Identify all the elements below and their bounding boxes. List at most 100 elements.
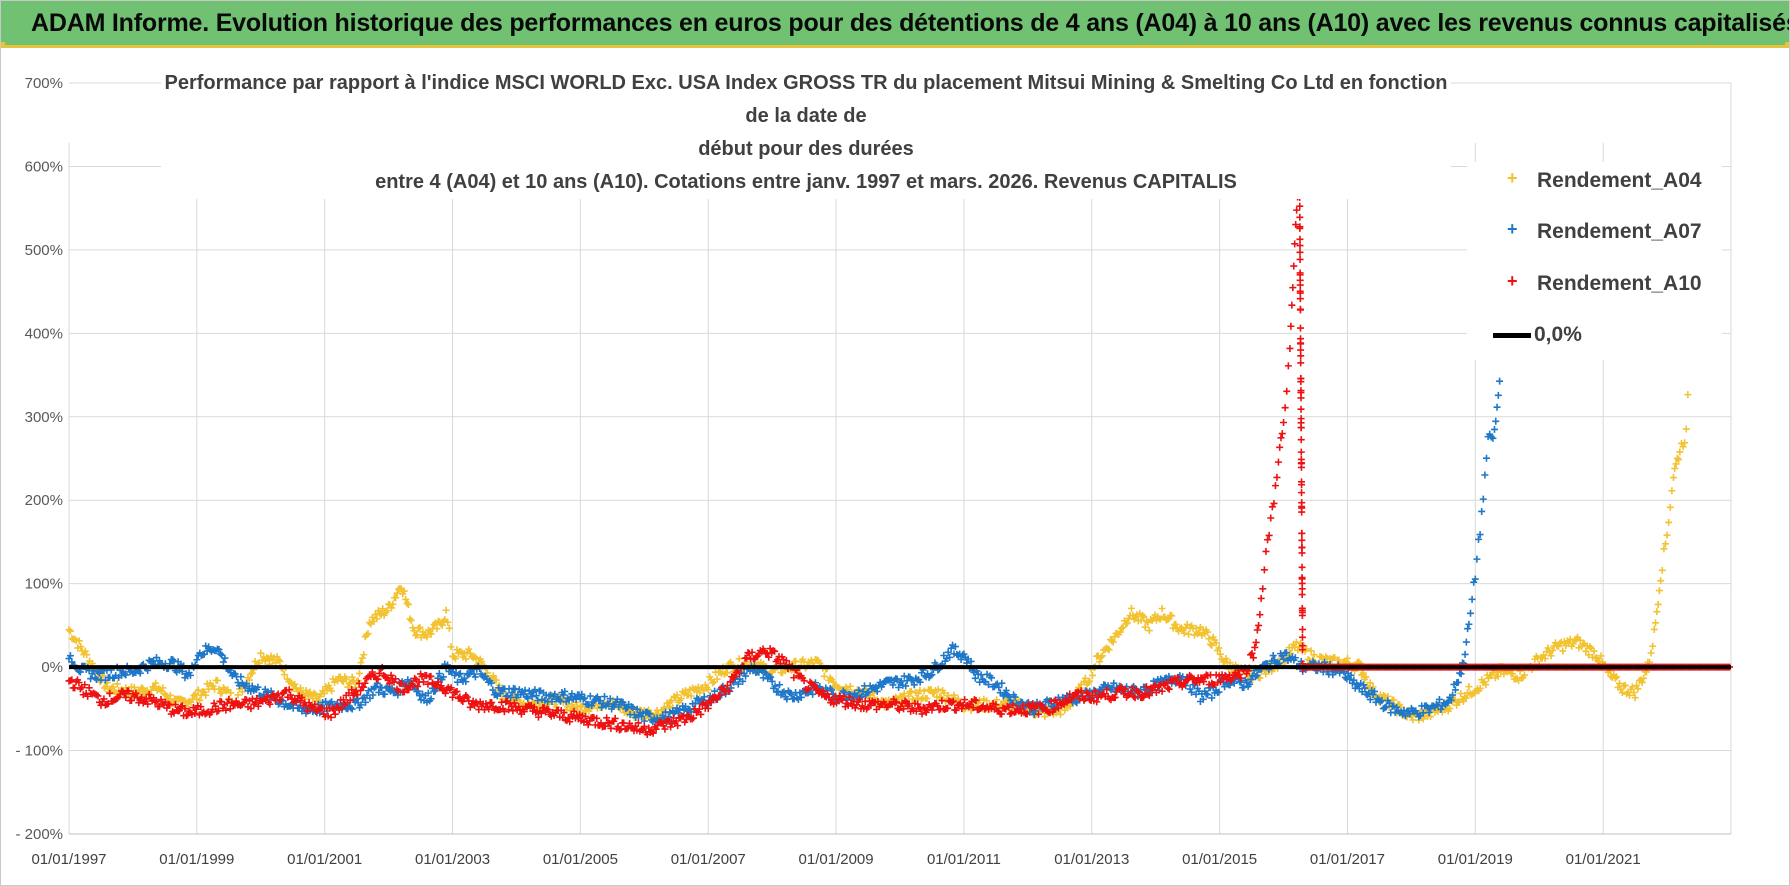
data-point-a07 <box>219 658 227 666</box>
legend-entry-a04: + Rendement_A04 <box>1467 167 1722 197</box>
data-point-a07 <box>910 681 918 689</box>
data-point-a10 <box>427 672 435 680</box>
x-tick-label: 01/01/2011 <box>927 851 1001 868</box>
data-point-a07 <box>1496 377 1504 385</box>
data-point-a10 <box>895 706 903 714</box>
data-point-a10 <box>1298 585 1306 593</box>
data-point-a04 <box>1457 689 1465 697</box>
banner-corner-right <box>1785 42 1789 48</box>
data-point-a10 <box>414 682 422 690</box>
data-point-a07 <box>136 669 144 677</box>
data-point-a04 <box>196 696 204 704</box>
data-point-a04 <box>950 691 958 699</box>
data-point-a04 <box>1585 651 1593 659</box>
data-point-a04 <box>1366 679 1374 687</box>
data-point-a10 <box>1174 673 1182 681</box>
data-point-a10 <box>1186 671 1194 679</box>
data-point-a10 <box>838 696 846 704</box>
data-point-a10 <box>1284 362 1292 370</box>
data-point-a04 <box>427 630 435 638</box>
data-point-a07 <box>561 687 569 695</box>
data-point-a04 <box>1212 639 1220 647</box>
data-point-a04 <box>1081 674 1089 682</box>
data-point-a04 <box>1215 644 1223 652</box>
data-point-a04 <box>379 605 387 613</box>
data-point-a07 <box>237 673 245 681</box>
data-point-a07 <box>1462 638 1470 646</box>
data-point-a10 <box>1145 692 1153 700</box>
data-point-a04 <box>1109 638 1117 646</box>
data-point-a07 <box>951 643 959 651</box>
data-point-a10 <box>1164 684 1172 692</box>
data-point-a07 <box>947 644 955 652</box>
data-point-a07 <box>971 674 979 682</box>
data-point-a10 <box>972 696 980 704</box>
data-point-a10 <box>485 705 493 713</box>
legend-marker-a10: + <box>1507 271 1518 291</box>
data-point-a10 <box>611 714 619 722</box>
data-point-a10 <box>1255 621 1263 629</box>
data-point-a04 <box>1593 654 1601 662</box>
data-point-a07 <box>1382 703 1390 711</box>
data-point-a04 <box>413 631 421 639</box>
data-point-a04 <box>296 684 304 692</box>
data-point-a04 <box>1359 669 1367 677</box>
data-point-a07 <box>1208 694 1216 702</box>
data-point-a04 <box>682 687 690 695</box>
data-point-a04 <box>1660 545 1668 553</box>
data-point-a10 <box>1059 699 1067 707</box>
data-point-a04 <box>1631 694 1639 702</box>
data-point-a04 <box>309 695 317 703</box>
data-point-a07 <box>759 674 767 682</box>
data-point-a10 <box>992 701 1000 709</box>
data-point-a04 <box>1140 613 1148 621</box>
data-point-a07 <box>492 690 500 698</box>
data-point-a04 <box>286 678 294 686</box>
legend-label-a04: Rendement_A04 <box>1537 169 1702 192</box>
data-point-a04 <box>899 693 907 701</box>
data-point-a04 <box>466 649 474 657</box>
data-point-a04 <box>1541 655 1549 663</box>
data-point-a04 <box>110 688 118 696</box>
data-point-a10 <box>1297 340 1305 348</box>
data-point-a07 <box>348 705 356 713</box>
data-point-a04 <box>1671 465 1679 473</box>
data-point-a10 <box>305 699 313 707</box>
data-point-a07 <box>1071 698 1079 706</box>
data-point-a07 <box>1341 673 1349 681</box>
data-point-a10 <box>1299 642 1307 650</box>
data-point-a07 <box>1366 696 1374 704</box>
data-point-a04 <box>1663 531 1671 539</box>
y-tick-label: 500% <box>25 242 63 259</box>
data-point-a10 <box>1121 685 1129 693</box>
data-point-a10 <box>1047 697 1055 705</box>
data-point-a07 <box>496 690 504 698</box>
data-point-a07 <box>347 704 355 712</box>
data-point-a04 <box>433 625 441 633</box>
data-point-a04 <box>371 611 379 619</box>
data-point-a04 <box>1084 679 1092 687</box>
data-point-a07 <box>462 678 470 686</box>
data-point-a07 <box>456 670 464 678</box>
data-point-a10 <box>1298 529 1306 537</box>
data-point-a10 <box>254 702 262 710</box>
data-point-a10 <box>1264 536 1272 544</box>
data-point-a07 <box>987 674 995 682</box>
data-point-a10 <box>856 695 864 703</box>
data-point-a04 <box>247 670 255 678</box>
data-point-a10 <box>560 709 568 717</box>
data-point-a10 <box>1200 678 1208 686</box>
data-point-a04 <box>402 595 410 603</box>
data-point-a04 <box>1185 630 1193 638</box>
data-point-a10 <box>1298 504 1306 512</box>
data-point-a07 <box>960 650 968 658</box>
data-point-a07 <box>926 672 934 680</box>
data-point-a04 <box>338 677 346 685</box>
data-point-a04 <box>376 609 384 617</box>
data-point-a10 <box>1117 683 1125 691</box>
data-point-a04 <box>914 689 922 697</box>
x-tick-label: 01/01/2015 <box>1182 851 1257 868</box>
data-point-a07 <box>427 695 435 703</box>
data-point-a10 <box>520 708 528 716</box>
data-point-a04 <box>1549 646 1557 654</box>
